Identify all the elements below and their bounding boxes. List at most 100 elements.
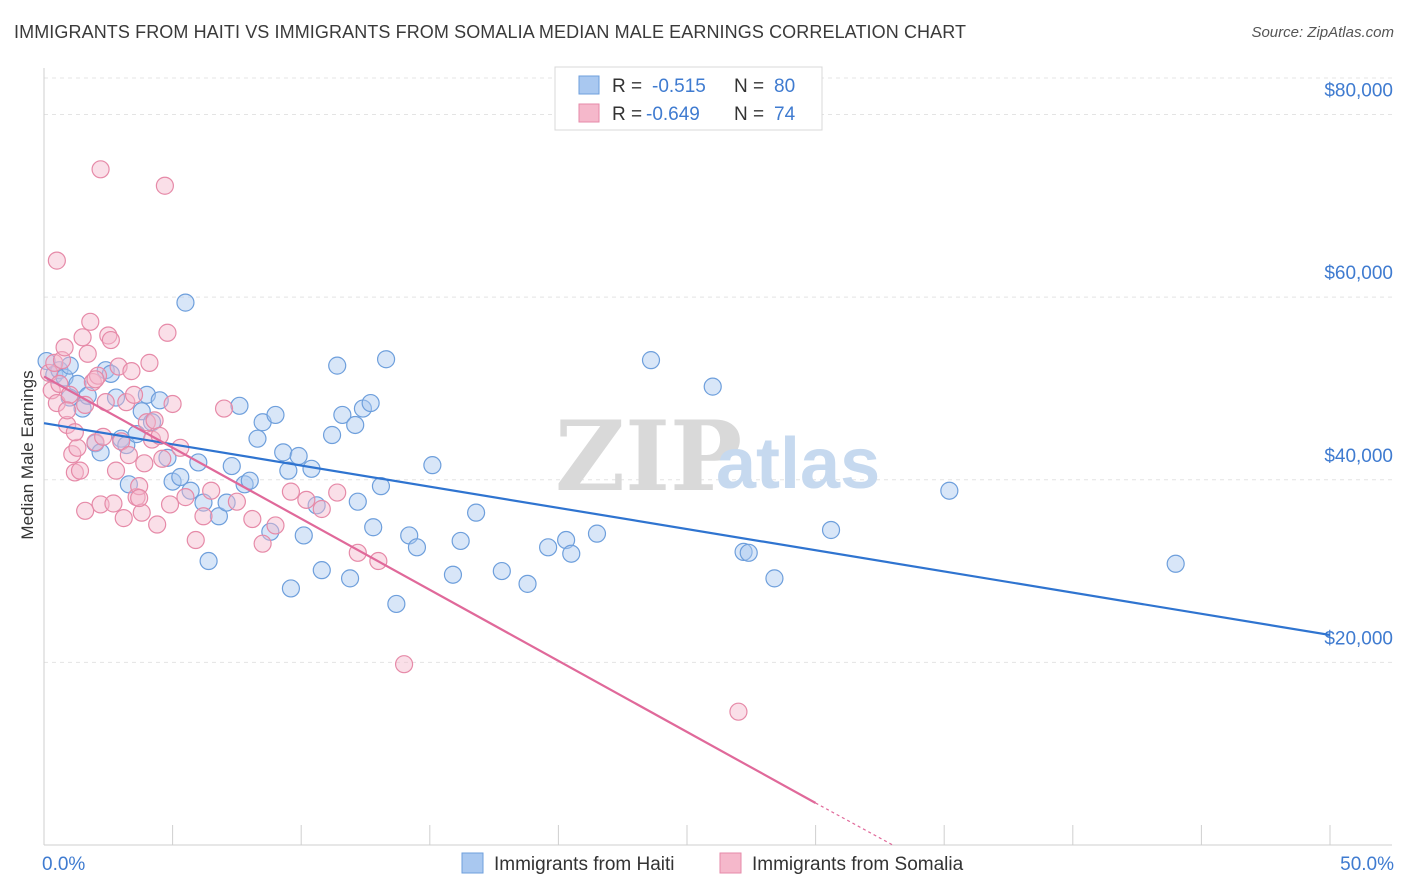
stats-somalia-r-label: R = [612, 104, 642, 125]
y-tick-label: $80,000 [1324, 81, 1393, 102]
data-point-somalia [78, 344, 97, 363]
data-point-haiti [539, 538, 558, 557]
y-tick-label: $20,000 [1324, 628, 1393, 649]
data-point-somalia [163, 394, 182, 414]
data-point-haiti [312, 561, 331, 580]
data-point-haiti [199, 551, 218, 571]
data-point-somalia [114, 509, 133, 528]
data-point-somalia [158, 323, 177, 342]
data-point-haiti [340, 569, 360, 588]
data-point-haiti [940, 481, 959, 500]
y-axis-title: Median Male Earnings [18, 370, 37, 539]
stats-haiti-r-label: R = [612, 76, 642, 97]
data-point-somalia [130, 488, 149, 508]
data-point-somalia [202, 481, 221, 500]
data-point-somalia [312, 499, 331, 519]
data-point-somalia [281, 482, 301, 501]
data-point-haiti [387, 594, 406, 614]
data-point-somalia [140, 353, 159, 372]
data-point-haiti [279, 461, 298, 480]
y-tick-label: $40,000 [1324, 446, 1393, 467]
stats-haiti-swatch [578, 75, 600, 95]
stats-somalia-r-value: -0.649 [646, 104, 700, 125]
data-point-haiti [739, 543, 758, 562]
data-point-haiti [209, 507, 228, 526]
trend-line-somalia-extension [815, 802, 894, 846]
trend-line-haiti [43, 422, 1331, 637]
data-point-somalia [68, 438, 87, 457]
y-tick-labels: $20,000 $40,000 $60,000 $80,000 [1324, 81, 1393, 650]
data-point-haiti [106, 388, 126, 407]
data-point-haiti [346, 415, 365, 435]
data-point-haiti [322, 425, 342, 445]
data-point-haiti [364, 518, 383, 537]
data-point-somalia [266, 516, 285, 535]
legend-somalia-label: Immigrants from Somalia [752, 854, 964, 875]
stats-haiti-n-label: N = [734, 76, 764, 97]
data-point-somalia [394, 655, 414, 674]
data-point-haiti [703, 377, 722, 396]
data-point-haiti [562, 544, 581, 563]
data-point-somalia [253, 534, 272, 553]
data-point-somalia [214, 399, 234, 418]
watermark-zip: ZIP [555, 400, 742, 513]
data-point-haiti [557, 530, 576, 550]
data-point-somalia [124, 385, 144, 404]
axes [43, 68, 1392, 846]
data-point-haiti [294, 526, 313, 545]
x-tick-labels: 0.0% 50.0% [42, 854, 1394, 875]
data-point-haiti [176, 293, 195, 312]
watermark-atlas: atlas [716, 424, 880, 504]
data-point-somalia [227, 492, 246, 511]
data-point-somalia [122, 362, 141, 381]
data-point-somalia [135, 454, 154, 473]
stats-box: R = -0.515 N = 80 R = -0.649 N = 74 [554, 66, 823, 131]
data-point-somalia [328, 483, 347, 502]
data-point-haiti [587, 524, 607, 543]
data-point-somalia [186, 530, 205, 550]
data-point-somalia [155, 176, 174, 195]
data-point-somalia [104, 494, 123, 513]
data-point-somalia [81, 312, 100, 331]
legend: Immigrants from Haiti Immigrants from So… [461, 852, 964, 875]
stats-somalia-swatch [578, 103, 600, 123]
stats-haiti-r-value: -0.515 [652, 76, 706, 97]
data-point-haiti [492, 561, 511, 581]
data-point-haiti [230, 396, 249, 415]
data-point-haiti [348, 492, 367, 511]
data-point-somalia [153, 449, 172, 468]
legend-haiti-label: Immigrants from Haiti [494, 854, 675, 875]
data-point-somalia [148, 515, 167, 534]
data-point-haiti [451, 531, 470, 551]
data-point-haiti [407, 538, 427, 557]
data-point-somalia [47, 393, 66, 413]
data-point-haiti [734, 542, 753, 561]
data-point-somalia [160, 495, 180, 514]
data-point-somalia [58, 401, 77, 420]
data-point-haiti [158, 448, 177, 467]
data-point-somalia [119, 446, 138, 465]
data-point-haiti [376, 350, 396, 369]
data-point-haiti [765, 569, 784, 588]
data-point-somalia [145, 411, 164, 430]
data-point-somalia [729, 702, 748, 721]
data-point-haiti [266, 405, 285, 425]
data-point-haiti [91, 443, 110, 462]
trend-lines [43, 375, 1331, 846]
data-point-haiti [281, 579, 301, 598]
series-haiti-points [37, 293, 1185, 614]
data-point-somalia [243, 509, 262, 529]
data-point-somalia [117, 393, 136, 412]
data-point-haiti [248, 429, 267, 448]
chart-title: IMMIGRANTS FROM HAITI VS IMMIGRANTS FROM… [14, 22, 967, 42]
data-point-somalia [176, 488, 195, 507]
stats-haiti-n-value: 80 [774, 76, 795, 97]
data-point-somalia [101, 330, 120, 350]
watermark: ZIP atlas [555, 400, 880, 513]
data-point-somalia [47, 251, 66, 270]
data-point-somalia [132, 503, 151, 522]
x-tick-label: 50.0% [1340, 854, 1394, 875]
data-point-haiti [1166, 554, 1185, 573]
data-point-haiti [443, 565, 463, 584]
